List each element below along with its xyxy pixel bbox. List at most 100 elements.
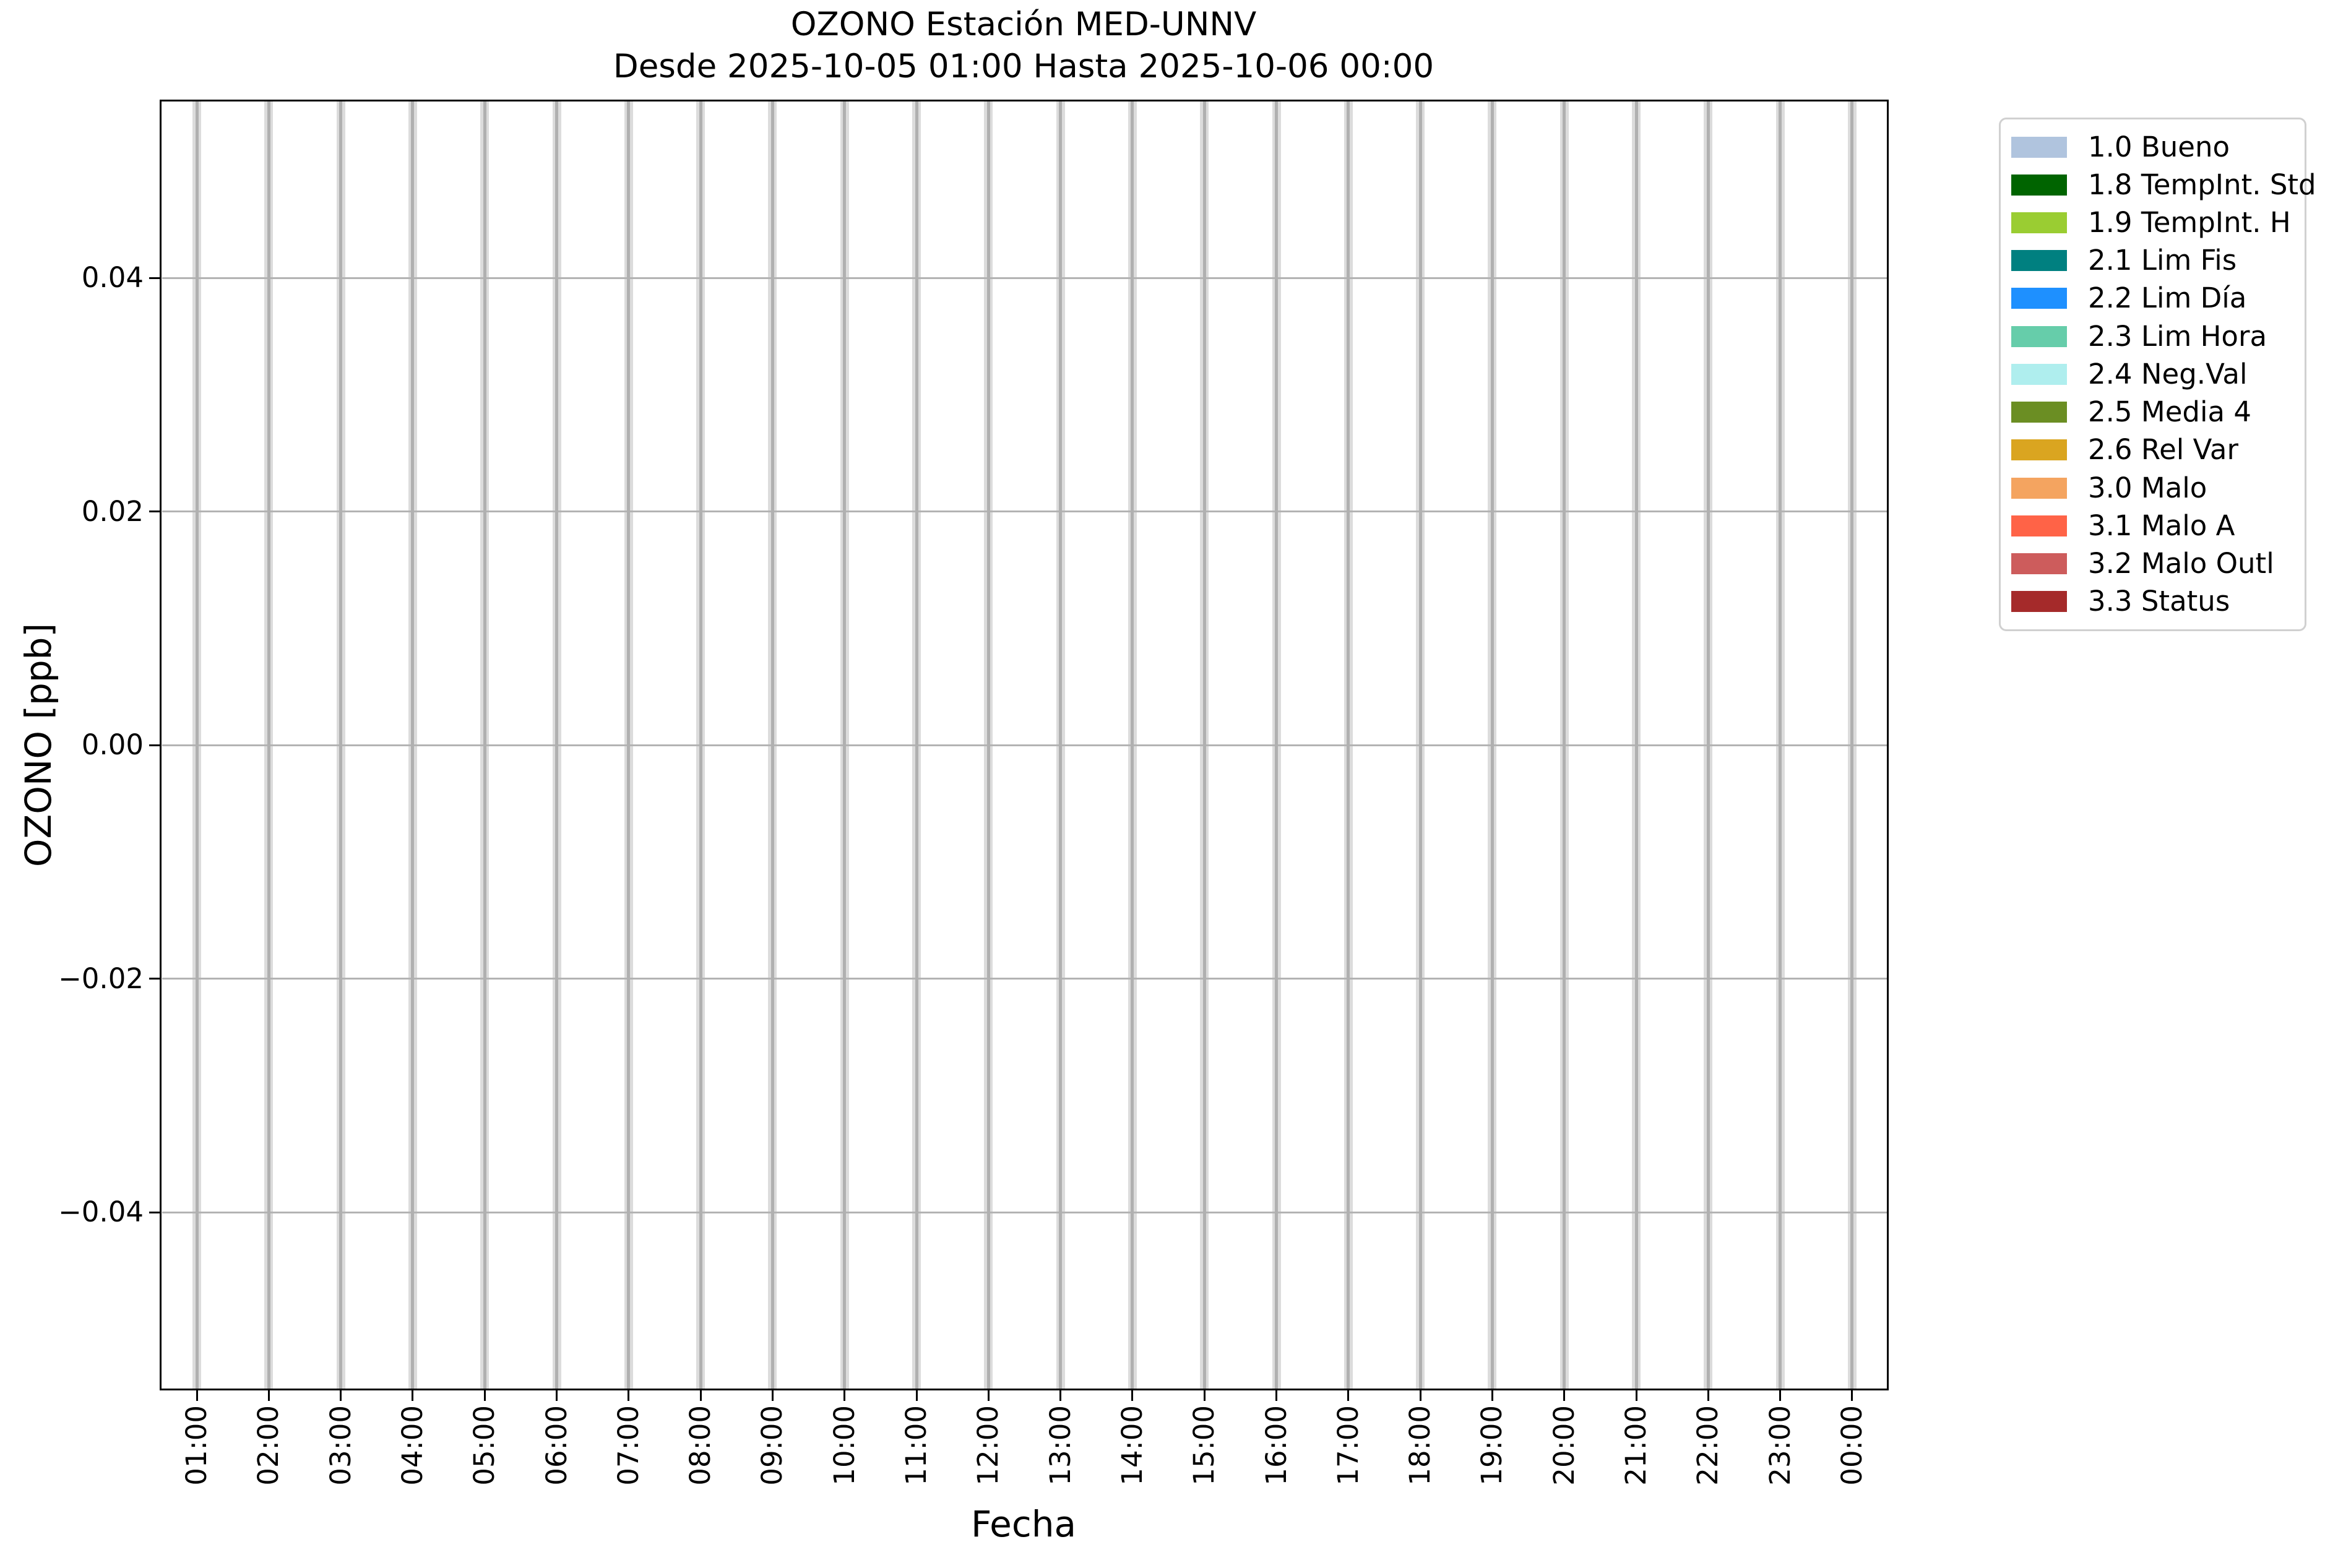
- x-tick-mark: [1203, 1389, 1206, 1401]
- legend-swatch: [2011, 477, 2067, 499]
- legend-row: 1.9 TempInt. H: [2011, 207, 2298, 238]
- hour-gridline: [1706, 101, 1710, 1389]
- x-tick-label: 23:00: [1763, 1405, 1797, 1486]
- legend-swatch: [2011, 363, 2067, 385]
- y-tick-mark: [149, 277, 160, 279]
- x-tick-label: 20:00: [1547, 1405, 1581, 1486]
- hour-gridline: [339, 101, 343, 1389]
- hour-gridline: [483, 101, 486, 1389]
- legend-swatch: [2011, 515, 2067, 536]
- y-gridline: [162, 744, 1887, 746]
- chart-title: OZONO Estación MED-UNNV: [790, 6, 1257, 43]
- hour-gridline: [1131, 101, 1134, 1389]
- legend-swatch: [2011, 553, 2067, 575]
- x-tick-mark: [915, 1389, 918, 1401]
- x-tick-mark: [267, 1389, 270, 1401]
- legend-swatch: [2011, 250, 2067, 272]
- y-tick-label: 0.00: [81, 728, 144, 761]
- x-tick-mark: [1275, 1389, 1277, 1401]
- hour-gridline: [1059, 101, 1063, 1389]
- legend-row: 2.5 Media 4: [2011, 397, 2298, 428]
- x-tick-label: 02:00: [252, 1405, 285, 1486]
- legend-swatch: [2011, 402, 2067, 423]
- x-tick-label: 22:00: [1691, 1405, 1725, 1486]
- legend-row: 3.0 Malo: [2011, 471, 2298, 504]
- legend-row: 2.6 Rel Var: [2011, 434, 2298, 465]
- legend-swatch: [2011, 136, 2067, 158]
- x-tick-mark: [1779, 1389, 1782, 1401]
- x-tick-mark: [1491, 1389, 1493, 1401]
- y-gridline: [162, 277, 1887, 279]
- x-tick-label: 17:00: [1331, 1405, 1365, 1486]
- hour-gridline: [1490, 101, 1494, 1389]
- x-tick-label: 21:00: [1620, 1405, 1652, 1486]
- y-gridline: [162, 1211, 1887, 1213]
- hour-gridline: [627, 101, 631, 1389]
- y-gridline: [162, 978, 1887, 980]
- y-tick-label: −0.02: [58, 962, 144, 995]
- legend: 1.0 Bueno 1.8 TempInt. Std 1.9 TempInt. H 2…: [1999, 118, 2316, 631]
- legend-row: 2.1 Lim Fis: [2011, 245, 2298, 276]
- hour-gridline: [555, 101, 558, 1389]
- legend-row: 2.4 Neg.Val: [2011, 358, 2298, 390]
- x-tick-label: 15:00: [1188, 1405, 1221, 1486]
- legend-label: 3.0 Malo: [2088, 471, 2207, 504]
- x-tick-label: 18:00: [1404, 1405, 1437, 1486]
- x-tick-mark: [196, 1389, 198, 1401]
- hour-gridline: [843, 101, 847, 1389]
- x-tick-label: 19:00: [1475, 1405, 1509, 1486]
- hour-gridline: [1347, 101, 1350, 1389]
- x-tick-label: 12:00: [972, 1405, 1005, 1486]
- x-tick-label: 09:00: [756, 1405, 789, 1486]
- x-tick-mark: [1419, 1389, 1421, 1401]
- x-tick-label: 07:00: [611, 1405, 645, 1486]
- legend-label: 1.0 Bueno: [2088, 130, 2230, 163]
- x-tick-mark: [1563, 1389, 1566, 1401]
- hour-gridline: [1634, 101, 1638, 1389]
- x-tick-mark: [1347, 1389, 1350, 1401]
- hour-gridline: [1202, 101, 1206, 1389]
- legend-row: 2.2 Lim Día: [2011, 283, 2298, 314]
- x-tick-label: 05:00: [468, 1405, 501, 1486]
- legend-label: 2.1 Lim Fis: [2088, 244, 2237, 277]
- legend-label: 2.5 Media 4: [2088, 395, 2251, 429]
- x-tick-label: 00:00: [1835, 1405, 1868, 1486]
- hour-gridline: [1779, 101, 1782, 1389]
- legend-swatch: [2011, 212, 2067, 234]
- x-tick-mark: [340, 1389, 342, 1401]
- hour-gridline: [915, 101, 918, 1389]
- legend-label: 3.3 Status: [2088, 585, 2230, 618]
- x-tick-label: 04:00: [395, 1405, 429, 1486]
- hour-gridline: [770, 101, 774, 1389]
- x-tick-label: 10:00: [827, 1405, 861, 1486]
- hour-gridline: [195, 101, 199, 1389]
- legend-row: 3.2 Malo Outl: [2011, 548, 2298, 579]
- y-tick-label: 0.04: [81, 261, 144, 294]
- legend-row: 3.1 Malo A: [2011, 510, 2298, 541]
- hour-gridline: [267, 101, 270, 1389]
- x-tick-mark: [483, 1389, 486, 1401]
- y-tick-mark: [149, 510, 160, 512]
- legend-row: 1.8 TempInt. Std: [2011, 169, 2316, 200]
- x-tick-mark: [987, 1389, 990, 1401]
- legend-label: 2.6 Rel Var: [2088, 433, 2238, 467]
- legend-label: 1.9 TempInt. H: [2088, 206, 2291, 239]
- x-tick-label: 01:00: [180, 1405, 213, 1486]
- legend-label: 3.1 Malo A: [2088, 509, 2235, 542]
- x-tick-mark: [1707, 1389, 1709, 1401]
- hour-gridline: [1563, 101, 1566, 1389]
- x-tick-label: 13:00: [1043, 1405, 1077, 1486]
- legend-label: 2.2 Lim Día: [2088, 282, 2247, 315]
- legend-row: 1.0 Bueno: [2011, 130, 2298, 163]
- x-tick-label: 03:00: [324, 1405, 357, 1486]
- legend-swatch: [2011, 288, 2067, 309]
- y-tick-mark: [149, 744, 160, 746]
- legend-swatch: [2011, 439, 2067, 461]
- x-tick-mark: [412, 1389, 414, 1401]
- legend-swatch: [2011, 325, 2067, 347]
- chart-subtitle: Desde 2025-10-05 01:00 Hasta 2025-10-06 …: [613, 48, 1434, 85]
- x-tick-mark: [1851, 1389, 1853, 1401]
- x-tick-mark: [1131, 1389, 1134, 1401]
- y-tick-label: 0.02: [81, 494, 144, 528]
- y-tick-mark: [149, 1211, 160, 1213]
